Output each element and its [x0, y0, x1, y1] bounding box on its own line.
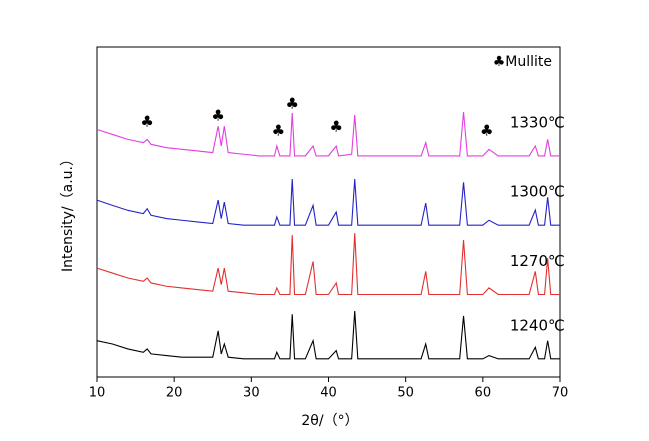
- peak-marker: ♣: [480, 122, 493, 140]
- plot-frame: [96, 46, 561, 378]
- peak-marker: ♣: [329, 117, 342, 135]
- series-line: [96, 310, 560, 360]
- x-tick-label: 30: [243, 386, 260, 401]
- y-axis-label: Intensity/（a.u.）: [60, 152, 76, 272]
- x-tick-label: 40: [320, 386, 337, 401]
- series-label: 1240℃: [510, 316, 565, 334]
- x-tick-label: 10: [89, 386, 106, 401]
- series-line: [96, 178, 560, 226]
- x-tick-label: 50: [397, 386, 414, 401]
- x-tick-label: 70: [552, 386, 569, 401]
- x-tick-label: 60: [475, 386, 492, 401]
- peak-marker: ♣: [211, 106, 224, 124]
- peak-marker: ♣: [140, 112, 153, 130]
- x-tick-label: 20: [166, 386, 183, 401]
- series-line: [96, 111, 560, 157]
- legend-text: ♣Mullite: [493, 54, 552, 70]
- x-axis-label: 2θ/（°）: [301, 413, 358, 429]
- peak-marker: ♣: [272, 122, 285, 140]
- series-line: [96, 233, 560, 296]
- series-label: 1300℃: [510, 183, 565, 201]
- series-label: 1270℃: [510, 252, 565, 270]
- series-label: 1330℃: [510, 113, 565, 131]
- peak-marker: ♣: [286, 95, 299, 113]
